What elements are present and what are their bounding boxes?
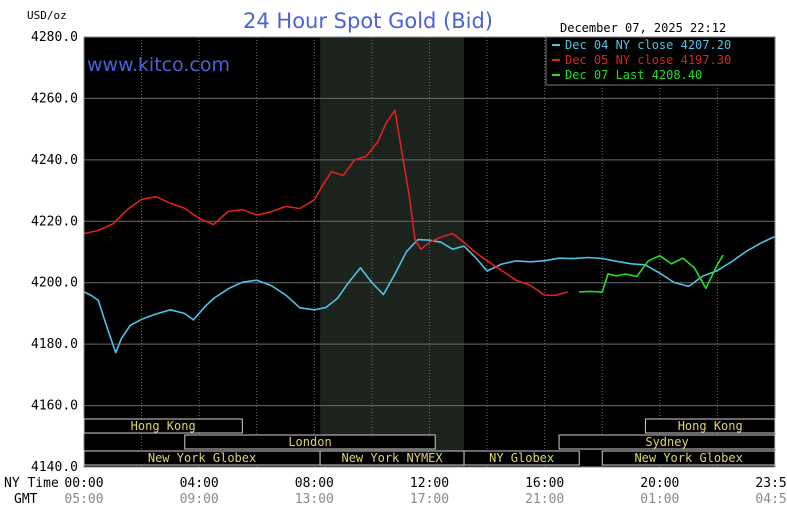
y-tick-label: 4240.0 <box>31 153 78 168</box>
legend-entry: Dec 05 NY close 4197.30 <box>565 53 731 67</box>
market-session-label: Sydney <box>645 435 688 449</box>
market-session-label: Hong Kong <box>678 419 743 433</box>
y-tick-label: 4220.0 <box>31 214 78 229</box>
ny-time-label: NY Time <box>4 476 59 491</box>
market-session-bar <box>83 418 243 434</box>
market-session-label: New York Globex <box>148 451 256 465</box>
x-tick-label-gmt: 04:59 <box>755 492 787 507</box>
gmt-label: GMT <box>14 492 38 507</box>
x-tick-label-ny: 20:00 <box>640 476 679 491</box>
y-tick-label: 4140.0 <box>31 460 78 475</box>
legend-box <box>545 36 776 86</box>
market-session-bar <box>644 418 776 434</box>
x-tick-label-ny: 23:59 <box>755 476 787 491</box>
x-tick-label-ny: 00:00 <box>64 476 103 491</box>
y-tick-label: 4160.0 <box>31 399 78 414</box>
x-tick-label-gmt: 01:00 <box>640 492 679 507</box>
series-line-3 <box>579 254 724 293</box>
x-tick-label-ny: 04:00 <box>180 476 219 491</box>
market-session-label: Hong Kong <box>131 419 196 433</box>
market-session-label: New York Globex <box>634 451 742 465</box>
x-tick-label-gmt: 13:00 <box>295 492 334 507</box>
y-tick-label: 4180.0 <box>31 337 78 352</box>
market-sessions: Hong Kong Hong Kong London Sydney New York G… <box>83 418 776 466</box>
market-session-bar <box>463 450 580 466</box>
x-tick-label-gmt: 21:00 <box>525 492 564 507</box>
series-line-1 <box>83 235 776 354</box>
market-session-bar <box>558 434 776 450</box>
x-tick-label-gmt: 17:00 <box>410 492 449 507</box>
market-session-label: NY Globex <box>489 451 554 465</box>
y-axis: 4140.0 4160.0 4180.0 4200.0 4220.0 4240.0 4260… <box>31 30 78 475</box>
market-session-bar <box>184 434 436 450</box>
y-tick-label: 4260.0 <box>31 91 78 106</box>
plot-border <box>83 36 776 468</box>
x-tick-label-ny: 08:00 <box>295 476 334 491</box>
chart-title: 24 Hour Spot Gold (Bid) <box>243 9 493 33</box>
x-tick-label-ny: 12:00 <box>410 476 449 491</box>
legend-entry: Dec 07 Last 4208.40 <box>565 68 702 82</box>
y-tick-label: 4200.0 <box>31 276 78 291</box>
x-tick-label-ny: 16:00 <box>525 476 564 491</box>
plot-area <box>83 36 776 468</box>
x-tick-label-gmt: 09:00 <box>180 492 219 507</box>
brand-watermark: www.kitco.com <box>87 54 230 76</box>
series-line-2 <box>83 109 568 297</box>
y-axis-unit: USD/oz <box>27 9 67 22</box>
market-session-bar <box>601 450 776 466</box>
chart-datetime: December 07, 2025 22:12 <box>560 21 726 35</box>
x-tick-label-gmt: 05:00 <box>64 492 103 507</box>
nymex-session-shading <box>320 37 465 467</box>
y-tick-label: 4280.0 <box>31 30 78 45</box>
legend-entry: Dec 04 NY close 4207.20 <box>565 38 731 52</box>
market-session-label: London <box>288 435 331 449</box>
market-session-label: New York NYMEX <box>341 451 443 465</box>
